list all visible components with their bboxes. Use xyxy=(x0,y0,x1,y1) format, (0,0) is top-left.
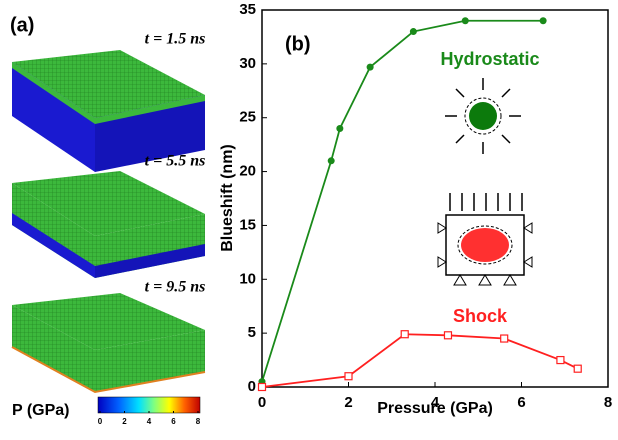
y-tick-label: 30 xyxy=(239,55,256,72)
y-tick-label: 10 xyxy=(239,270,256,287)
colorbar-tick-label: 4 xyxy=(147,417,152,426)
y-tick-label: 5 xyxy=(248,324,256,341)
data-point xyxy=(400,330,409,339)
data-point xyxy=(336,124,344,132)
shock-icon xyxy=(437,193,533,286)
colorbar xyxy=(97,396,201,414)
plot-frame xyxy=(261,9,609,388)
frame-label: t = 1.5 ns xyxy=(145,31,206,48)
y-tick-label: 20 xyxy=(239,163,256,180)
series-label: Hydrostatic xyxy=(440,49,539,69)
y-axis-label: Blueshift (nm) xyxy=(219,144,236,252)
colorbar-tick-label: 8 xyxy=(196,417,201,426)
series-line xyxy=(261,19,544,382)
colorbar-tick-label: 6 xyxy=(171,417,176,426)
frame-label: t = 5.5 ns xyxy=(145,153,206,170)
y-tick-label: 25 xyxy=(239,109,256,126)
series-label: Shock xyxy=(453,306,508,326)
data-point xyxy=(443,331,453,340)
colorbar-label: P (GPa) xyxy=(12,402,70,419)
simulation-block xyxy=(11,293,206,394)
data-point xyxy=(327,157,335,165)
data-point xyxy=(539,17,547,25)
x-axis-label: Pressure (GPa) xyxy=(377,400,493,417)
panel-label: (b) xyxy=(285,33,311,55)
data-point xyxy=(344,372,353,381)
simulation-block xyxy=(12,50,205,172)
hydrostatic-icon xyxy=(445,78,521,154)
frame-label: t = 9.5 ns xyxy=(145,279,206,296)
data-point xyxy=(500,334,509,343)
data-point xyxy=(573,364,582,373)
y-tick-label: 35 xyxy=(239,1,256,18)
colorbar-tick-label: 2 xyxy=(122,417,127,426)
panel-label: (a) xyxy=(10,14,34,36)
x-tick-label: 0 xyxy=(258,394,266,411)
x-tick-label: 8 xyxy=(604,394,612,411)
colorbar-tick-label: 0 xyxy=(98,417,103,426)
x-tick-label: 2 xyxy=(344,394,352,411)
simulation-block xyxy=(12,171,205,278)
data-point xyxy=(257,382,267,392)
x-tick-label: 6 xyxy=(517,394,525,411)
series-line xyxy=(261,333,579,388)
y-tick-label: 15 xyxy=(239,216,256,233)
data-point xyxy=(461,17,469,25)
data-point xyxy=(556,355,565,365)
data-point xyxy=(366,63,374,71)
data-point xyxy=(409,28,417,36)
x-tick-label: 4 xyxy=(431,394,440,411)
y-tick-label: 0 xyxy=(248,378,256,395)
